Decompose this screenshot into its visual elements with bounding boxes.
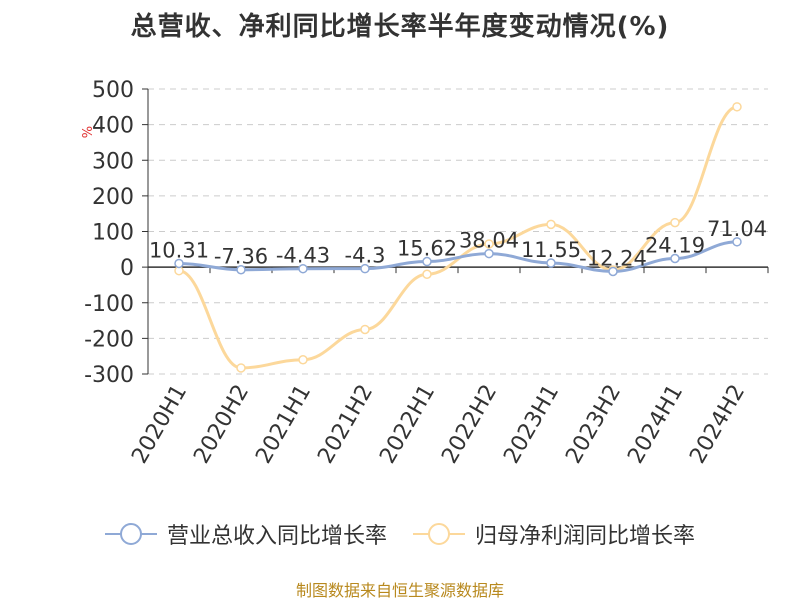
- y-tick-label: -100: [84, 292, 134, 317]
- legend-profit-icon: [413, 523, 465, 545]
- chart-title: 总营收、净利同比增长率半年度变动情况(%): [130, 12, 670, 42]
- point-revenue: [360, 263, 370, 274]
- point-profit: [422, 269, 432, 279]
- data-label-revenue: -12.24: [579, 246, 647, 270]
- point-revenue: [174, 258, 184, 269]
- source-note: 制图数据来自恒生聚源数据库: [295, 581, 504, 600]
- point-profit: [546, 219, 556, 230]
- point-revenue: [298, 263, 308, 274]
- y-tick-label: -300: [84, 363, 134, 388]
- data-label-revenue: 24.19: [645, 234, 705, 258]
- y-tick-label: 100: [92, 221, 134, 246]
- chart-legend: 营业总收入同比增长率 归母净利润同比增长率: [0, 518, 800, 550]
- point-revenue: [732, 237, 742, 247]
- series-line-profit: [178, 105, 738, 370]
- legend-revenue-icon: [104, 523, 157, 545]
- x-tick-label: 2021H1: [251, 381, 316, 468]
- point-profit: [732, 102, 742, 112]
- data-label-revenue: 15.62: [397, 237, 457, 261]
- x-tick-label: 2023H1: [499, 381, 564, 468]
- data-label-revenue: 11.55: [521, 238, 581, 262]
- point-profit: [360, 324, 370, 335]
- point-profit: [236, 363, 246, 373]
- y-unit-label: %: [81, 126, 96, 138]
- legend-item-revenue[interactable]: 营业总收入同比增长率: [104, 518, 387, 550]
- legend-item-profit[interactable]: 归母净利润同比增长率: [413, 518, 695, 550]
- point-profit: [670, 217, 680, 228]
- point-revenue: [608, 266, 618, 277]
- point-revenue: [670, 253, 680, 264]
- series-line-revenue: [178, 240, 738, 273]
- y-tick-label: 0: [120, 256, 134, 281]
- x-tick-label: 2020H2: [189, 381, 254, 468]
- point-revenue: [546, 258, 556, 268]
- point-revenue: [236, 264, 246, 275]
- y-tick-label: 200: [92, 185, 134, 210]
- data-label-revenue: -4.43: [276, 244, 330, 268]
- x-tick-label: 2021H2: [313, 381, 378, 468]
- point-profit: [298, 355, 308, 365]
- x-tick-label: 2024H1: [623, 381, 688, 468]
- x-tick-label: 2022H1: [375, 381, 440, 468]
- data-label-revenue: 38.04: [459, 229, 519, 253]
- y-tick-label: 400: [92, 114, 134, 139]
- y-tick-label: 300: [92, 149, 134, 174]
- x-tick-label: 2023H2: [561, 381, 626, 468]
- legend-label-revenue: 营业总收入同比增长率: [166, 524, 387, 549]
- x-tick-label: 2022H2: [437, 381, 502, 468]
- x-tick-label: 2020H1: [127, 381, 192, 468]
- point-revenue: [484, 248, 494, 259]
- data-label-revenue: 71.04: [707, 217, 767, 241]
- line-chart: 500 400 300 200 100 0 -100 -200 -300% 2020H12020H…: [81, 78, 769, 468]
- y-tick-label: 500: [92, 78, 134, 103]
- data-label-revenue: 10.31: [149, 238, 209, 262]
- data-label-revenue: -4.3: [345, 244, 386, 268]
- point-profit: [484, 239, 494, 249]
- x-tick-label: 2024H2: [685, 381, 750, 468]
- y-tick-label: -200: [84, 327, 134, 352]
- point-revenue: [422, 256, 432, 267]
- data-label-revenue: -7.36: [214, 245, 268, 269]
- legend-label-profit: 归母净利润同比增长率: [475, 524, 696, 549]
